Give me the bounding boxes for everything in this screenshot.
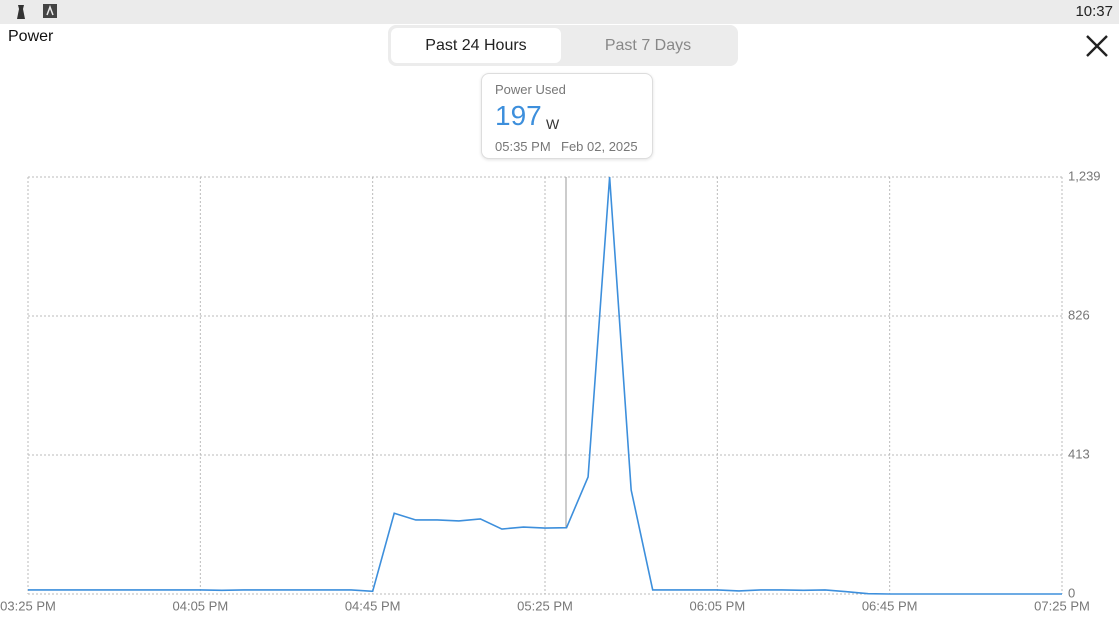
x-tick-label: 07:25 PM (1034, 598, 1090, 613)
x-tick-label: 05:25 PM (517, 598, 573, 613)
x-tick-label: 06:05 PM (690, 598, 746, 613)
y-tick-label: 1,239 (1068, 168, 1101, 183)
tooltip-time: 05:35 PM (495, 139, 551, 154)
icon (46, 4, 54, 16)
tooltip-unit: W (546, 116, 560, 132)
icon (17, 5, 25, 19)
x-tick-label: 04:45 PM (345, 598, 401, 613)
close-button[interactable] (1083, 32, 1111, 60)
tab[interactable]: Past 7 Days (604, 37, 692, 54)
page-title: Power (8, 28, 54, 45)
tab[interactable]: Past 24 Hours (391, 28, 561, 63)
y-tick-label: 0 (1068, 585, 1075, 600)
tooltip: Power Used 197 W 05:35 PM Feb 02, 2025 (481, 73, 653, 159)
close-icon (1086, 35, 1108, 57)
x-tick-label: 03:25 PM (0, 598, 56, 613)
y-tick-label: 413 (1068, 446, 1090, 461)
y-tick-label: 826 (1068, 307, 1090, 322)
status-bar: 10:37 (0, 0, 1119, 24)
tooltip-date: Feb 02, 2025 (561, 139, 638, 154)
status-icons (17, 4, 57, 19)
x-tick-label: 04:05 PM (173, 598, 229, 613)
clock: 10:37 (1075, 3, 1113, 20)
tab-bar: Past 24 Hours Past 7 Days (388, 25, 738, 66)
tooltip-value: 197 (495, 100, 542, 131)
tooltip-label: Power Used (495, 82, 566, 97)
line-series (28, 176, 1062, 595)
x-tick-label: 06:45 PM (862, 598, 918, 613)
